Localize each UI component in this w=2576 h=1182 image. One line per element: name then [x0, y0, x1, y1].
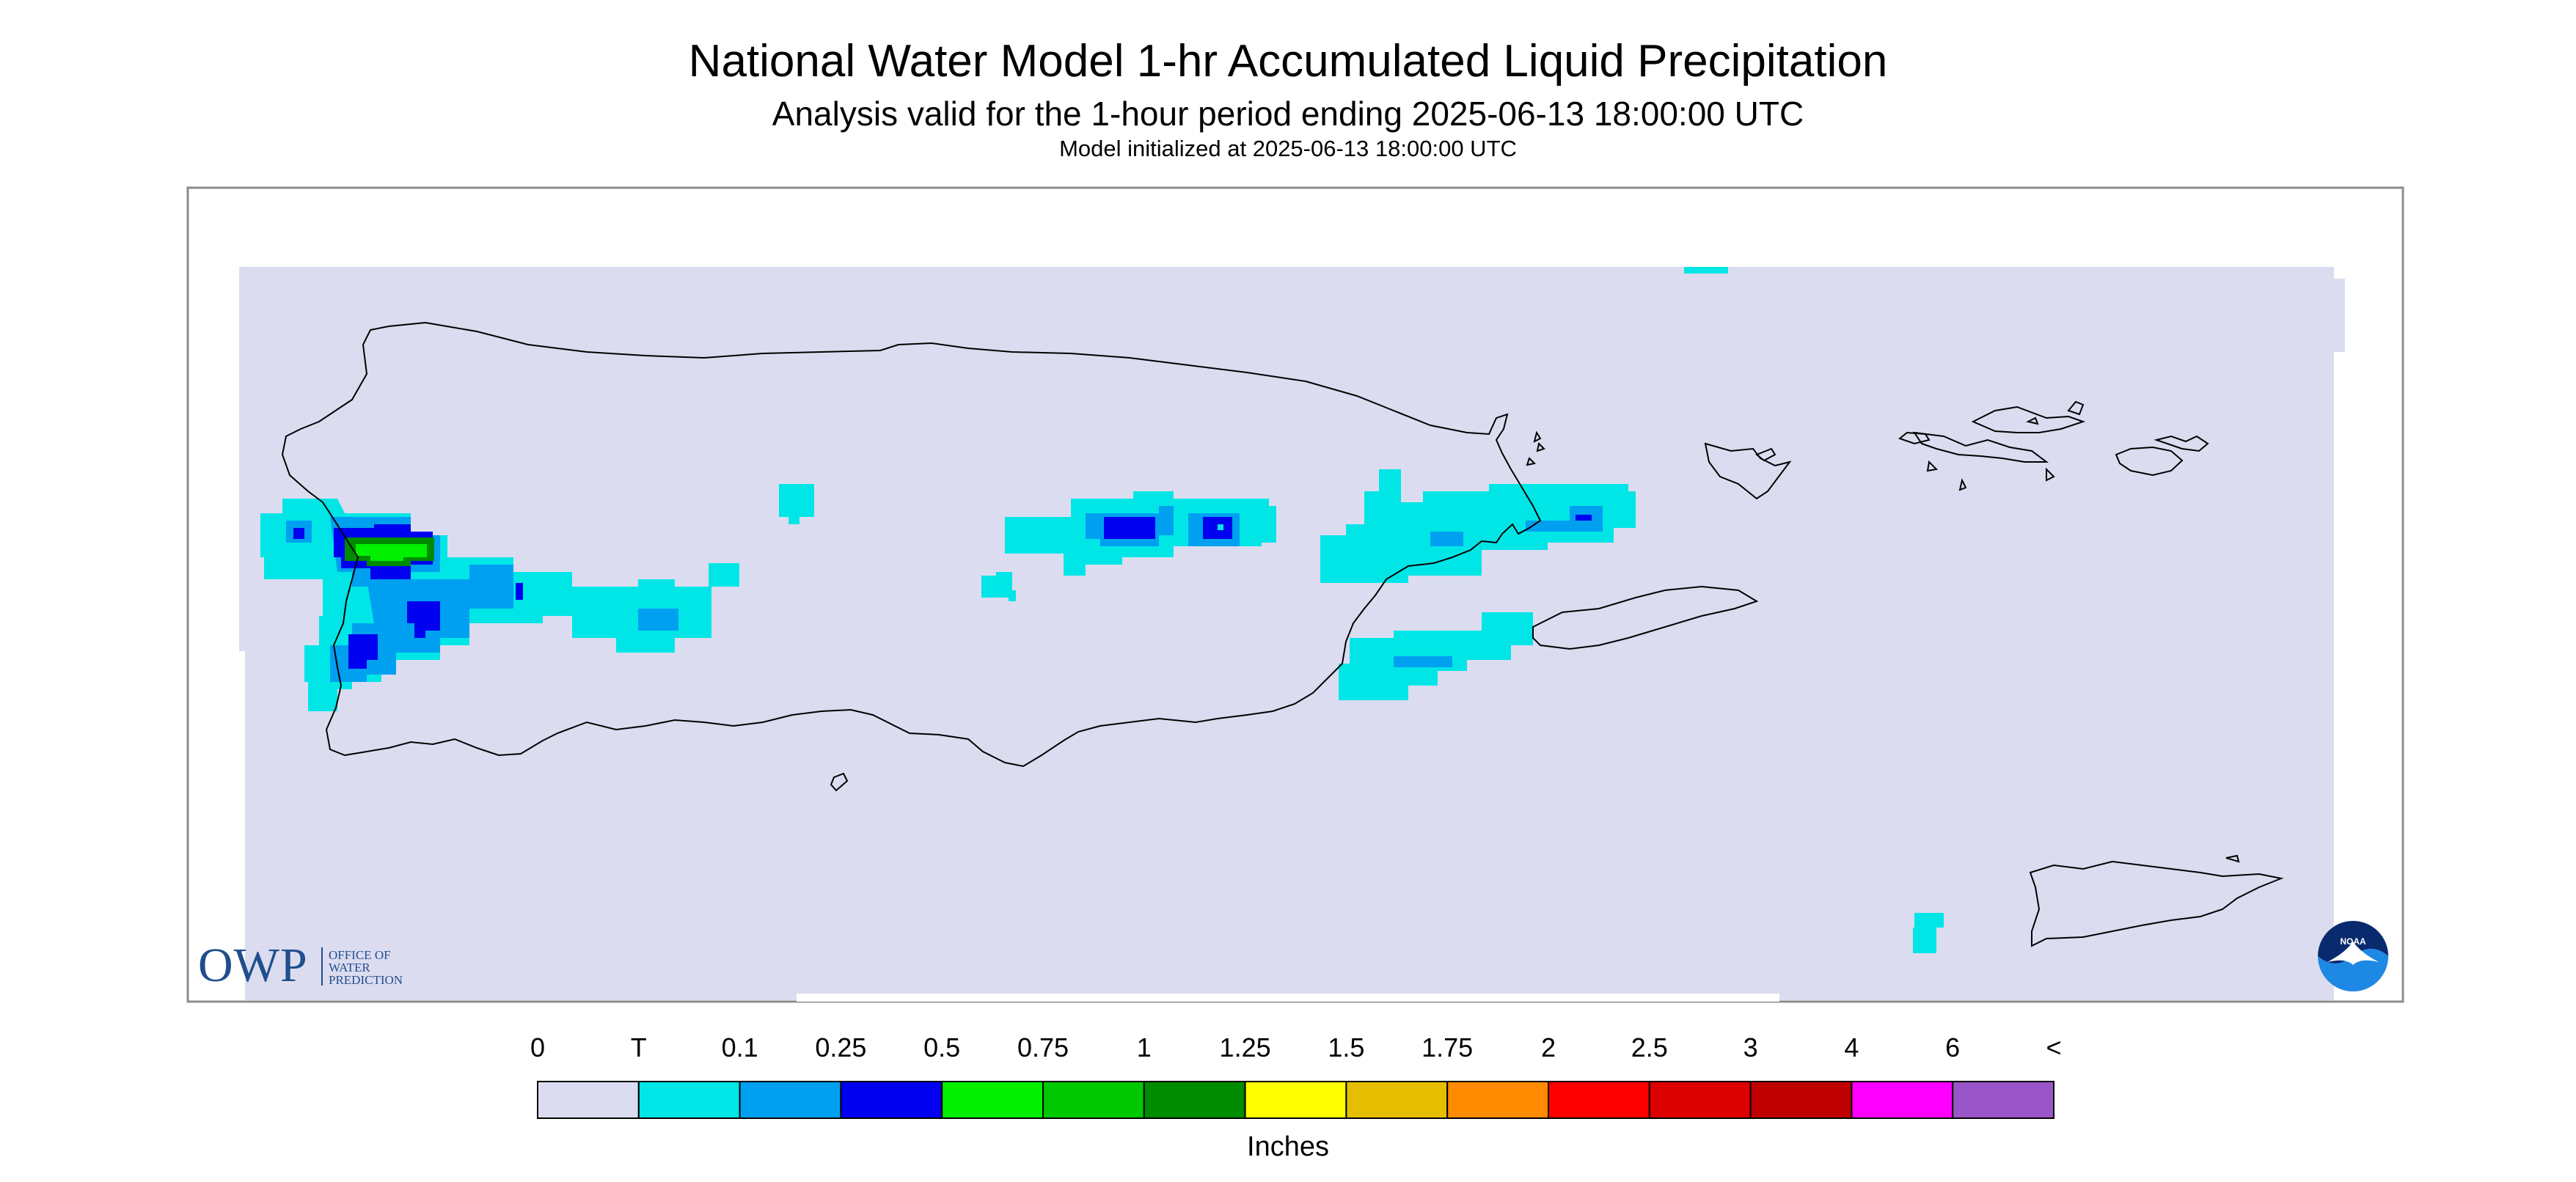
owp-logo-line-2: WATER — [329, 961, 370, 974]
coastline-islet-a — [1533, 430, 1542, 443]
coastline-buck-island — [2225, 854, 2240, 863]
owp-logo-line-1: OFFICE OF — [329, 948, 391, 962]
coastline-islet-e — [1958, 478, 1967, 491]
legend-tick-label: 2 — [1540, 1032, 1556, 1062]
precip-patch-east-core — [1576, 515, 1592, 521]
owp-logo: OWP OFFICE OF WATER PREDICTION — [198, 941, 433, 993]
legend-swatch — [537, 1081, 640, 1119]
legend-tick-label: 1.25 — [1219, 1032, 1271, 1062]
legend-swatch — [637, 1081, 741, 1119]
owp-logo-mark: OWP — [198, 939, 308, 992]
coastline-islet-d — [2046, 467, 2055, 482]
legend-tick-label: 0.1 — [721, 1032, 758, 1062]
legend-swatch — [1143, 1081, 1246, 1119]
legend-units-label: Inches — [1247, 1131, 1329, 1162]
domain-notch-south — [797, 994, 1779, 1002]
legend-swatch — [1042, 1081, 1145, 1119]
precip-patch-central-c — [981, 572, 1016, 601]
precip-patch-east-main — [1320, 469, 1636, 583]
model-init-line: Model initialized at 2025-06-13 18:00:00… — [1059, 136, 1517, 161]
legend-tick-label: 0.25 — [815, 1032, 867, 1062]
precip-patch-stcroix — [1913, 913, 1944, 953]
precip-patch-southeast-light — [1394, 656, 1452, 667]
coastline-culebra — [1704, 442, 1792, 500]
noaa-logo-text: NOAA — [2340, 936, 2366, 947]
legend-tick-label: 3 — [1743, 1032, 1758, 1062]
legend-swatch — [1749, 1081, 1853, 1119]
coastline-isla-caja-de-muertos — [830, 772, 849, 792]
legend-tick-label: 6 — [1945, 1032, 1961, 1062]
legend-swatch — [1345, 1081, 1449, 1119]
coastline-st-croix — [2029, 860, 2284, 947]
precip-patch-central-a — [779, 484, 814, 524]
data-domain — [239, 267, 2345, 1002]
noaa-logo: NOAA — [2317, 920, 2389, 992]
coastline-st-thomas-west — [1898, 431, 1931, 445]
legend-tick-label: 1 — [1136, 1032, 1152, 1062]
owp-logo-divider — [321, 947, 323, 985]
coastline-st-john — [2115, 446, 2184, 477]
legend-tick-label: 1.75 — [1421, 1032, 1474, 1062]
precip-blob-west-core-c — [407, 601, 440, 638]
precip-patch-east-light-a — [1430, 532, 1463, 546]
coastline-islet-g — [2026, 416, 2039, 425]
legend-swatch — [1446, 1081, 1549, 1119]
legend-tick-label-end: < — [2046, 1032, 2062, 1062]
domain-edge-east — [2334, 279, 2345, 352]
coastline-jost-van-dyke — [2067, 400, 2085, 416]
precip-blob-west-moderate — [356, 544, 427, 561]
legend-colorbar — [537, 1081, 2054, 1119]
precip-patch-central-b — [709, 563, 739, 587]
precip-blob-west-core-d — [348, 634, 378, 669]
legend-tick-label: 4 — [1844, 1032, 1859, 1062]
coastline-islet-b — [1536, 441, 1545, 452]
coastline-vieques — [1532, 585, 1759, 650]
precip-patch-central-speck — [1218, 524, 1223, 530]
legend-swatch — [1648, 1081, 1752, 1119]
legend-swatch — [739, 1081, 842, 1119]
legend-swatch — [1244, 1081, 1347, 1119]
legend-swatch — [1851, 1081, 1954, 1119]
precip-patch-central-core-a — [1104, 517, 1155, 539]
legend-tick-label: T — [630, 1032, 647, 1062]
legend-tick-label: 2.5 — [1631, 1032, 1668, 1062]
owp-logo-text: OFFICE OF WATER PREDICTION — [329, 949, 403, 986]
legend-swatch — [941, 1081, 1044, 1119]
legend-swatch — [1548, 1081, 1650, 1119]
precip-blob-west-core-e — [516, 583, 523, 600]
precip-speck-north — [1684, 267, 1728, 274]
coastline-islet-c — [1526, 457, 1537, 466]
domain-notch-west — [239, 651, 245, 1000]
legend-tick-label: 0.5 — [923, 1032, 961, 1062]
legend-tick-label: 1.5 — [1328, 1032, 1365, 1062]
legend-swatch — [1952, 1081, 2054, 1119]
map-title: National Water Model 1-hr Accumulated Li… — [688, 36, 1888, 87]
precip-blob-west-core-a — [293, 528, 304, 539]
map-subtitle: Analysis valid for the 1-hour period end… — [772, 95, 1804, 133]
coastline-culebrita — [1755, 447, 1777, 462]
coastline-tortola — [1971, 405, 2086, 433]
legend-tick-label: 0 — [530, 1032, 546, 1062]
owp-logo-line-3: PREDICTION — [329, 973, 403, 987]
coastline-st-thomas — [1912, 431, 2049, 463]
domain-fill — [239, 267, 2334, 1000]
precip-cells — [260, 469, 1944, 953]
coastline-puerto-rico — [281, 321, 1542, 768]
coastline-islet-f — [1926, 460, 1939, 472]
legend-swatch — [840, 1081, 943, 1119]
coastline-virgin-gorda — [2154, 435, 2209, 452]
precip-blob-west-light-d — [638, 609, 678, 631]
legend-tick-label: 0.75 — [1017, 1032, 1069, 1062]
coastlines — [281, 321, 2284, 947]
